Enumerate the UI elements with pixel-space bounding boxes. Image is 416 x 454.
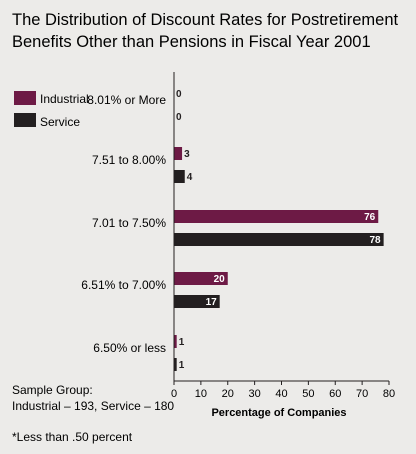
chart-title-line-2: Benefits Other than Pensions in Fiscal Y… (12, 33, 371, 51)
legend-swatch-industrial (14, 91, 36, 105)
bar-service (174, 170, 185, 183)
sample-group-line-2: Industrial – 193, Service – 180 (12, 399, 174, 413)
bars (174, 147, 384, 371)
bar-service (174, 358, 177, 371)
value-label-industrial: 3 (184, 149, 190, 160)
category-label: 6.50% or less (93, 341, 166, 355)
legend-swatch-service (14, 113, 36, 127)
x-tick-label: 40 (275, 388, 287, 400)
sample-group-line-1: Sample Group: (12, 383, 93, 397)
x-tick-label: 60 (329, 388, 341, 400)
value-label-industrial: 1 (179, 337, 185, 348)
value-label-service: 78 (370, 235, 382, 246)
value-label-service: 17 (206, 297, 218, 308)
value-label-service: 1 (179, 360, 185, 371)
value-label-industrial: 20 (214, 274, 226, 285)
bar-service (174, 233, 384, 246)
legend-label-industrial: Industrial (40, 92, 89, 106)
bar-industrial (174, 210, 379, 223)
category-labels: 8.01% or More 7.51 to 8.00% 7.01 to 7.50% 6… (81, 93, 166, 355)
category-label: 7.51 to 8.00% (92, 153, 166, 167)
value-label-service: 4 (187, 172, 193, 183)
bar-industrial (174, 335, 177, 348)
value-label-industrial: 0 (176, 89, 182, 100)
bar-industrial (174, 272, 228, 285)
x-tick-label: 30 (249, 388, 261, 400)
bar-industrial (174, 147, 183, 160)
category-label: 6.51% to 7.00% (81, 278, 166, 292)
x-axis: 0 10 20 30 40 50 60 70 80 (171, 72, 395, 400)
footnote: *Less than .50 percent (12, 430, 133, 444)
x-tick-label: 80 (383, 388, 395, 400)
x-tick-label: 50 (302, 388, 314, 400)
category-label: 7.01 to 7.50% (92, 216, 166, 230)
legend-label-service: Service (40, 115, 80, 129)
x-tick-label: 10 (195, 388, 207, 400)
value-labels: 0 0 3 4 76 78 20 17 1 1 (176, 89, 381, 371)
x-tick-label: 70 (356, 388, 368, 400)
value-label-industrial: 76 (364, 212, 376, 223)
value-label-service: 0 (176, 112, 182, 123)
x-tick-label: 20 (222, 388, 234, 400)
chart-title-line-1: The Distribution of Discount Rates for P… (12, 11, 398, 29)
legend: Industrial Service (14, 91, 89, 129)
x-axis-label: Percentage of Companies (211, 407, 346, 419)
x-tick-label: 0 (171, 388, 177, 400)
bar-service (174, 295, 220, 308)
category-label: 8.01% or More (87, 93, 166, 107)
